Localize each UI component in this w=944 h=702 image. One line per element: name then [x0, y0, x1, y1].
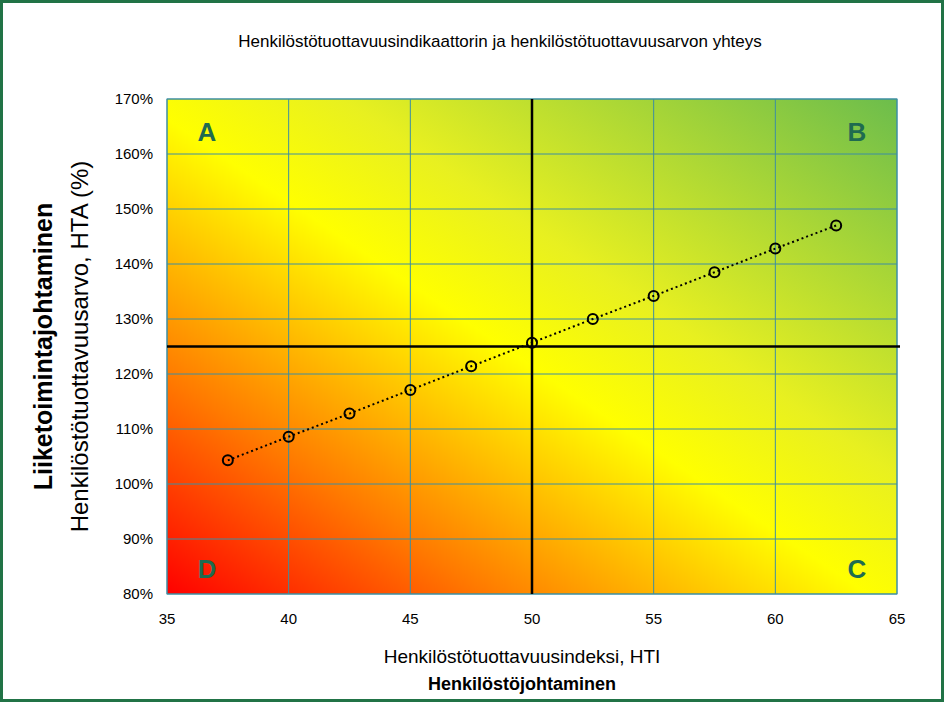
data-point	[588, 314, 598, 324]
y-tick-label: 150%	[115, 200, 153, 217]
x-tick-label: 35	[159, 610, 176, 627]
quadrant-label: C	[848, 554, 867, 584]
x-tick-label: 55	[645, 610, 662, 627]
data-point	[770, 244, 780, 254]
y-tick-label: 120%	[115, 365, 153, 382]
x-axis-label: Henkilöstötuottavuusindeksi, HTI	[384, 646, 661, 667]
y-axis-label: Henkilöstötuottavuusarvo, HTA (%)	[66, 161, 93, 533]
y-tick-label: 160%	[115, 145, 153, 162]
data-group	[223, 221, 841, 466]
x-tick-label: 65	[889, 610, 906, 627]
y-tick-label: 110%	[116, 420, 153, 437]
data-point	[527, 338, 537, 348]
y-tick-label: 90%	[123, 530, 153, 547]
quadrant-label: D	[198, 554, 217, 584]
data-point	[223, 455, 233, 465]
data-point	[405, 385, 415, 395]
data-point	[649, 291, 659, 301]
y-tick-label: 140%	[115, 255, 153, 272]
outer-frame	[2, 2, 943, 701]
x-tick-label: 40	[280, 610, 297, 627]
x-tick-label: 45	[402, 610, 419, 627]
data-point	[831, 221, 841, 231]
quadrant-label: A	[198, 117, 217, 147]
chart: 35 40 45 50 55 60 65 80% 90% 100% 110% 120% 130% 140%…	[0, 0, 944, 702]
y-tick-label: 170%	[115, 90, 153, 107]
y-tick-label: 100%	[115, 475, 153, 492]
x-tick-label: 50	[524, 610, 541, 627]
chart-title: Henkilöstötuottavuusindikaattorin ja hen…	[238, 32, 762, 51]
x-axis-group-label: Henkilöstöjohtaminen	[428, 674, 616, 694]
y-tick-label: 80%	[123, 585, 153, 602]
y-axis-group-label: Liiketoimintajohtaminen	[29, 203, 57, 491]
data-line	[228, 226, 836, 461]
data-point	[466, 361, 476, 371]
data-point	[710, 267, 720, 277]
quadrant-label: B	[848, 117, 867, 147]
x-tick-label: 60	[767, 610, 784, 627]
data-point	[345, 409, 355, 419]
data-point	[284, 432, 294, 442]
y-tick-label: 130%	[115, 310, 153, 327]
